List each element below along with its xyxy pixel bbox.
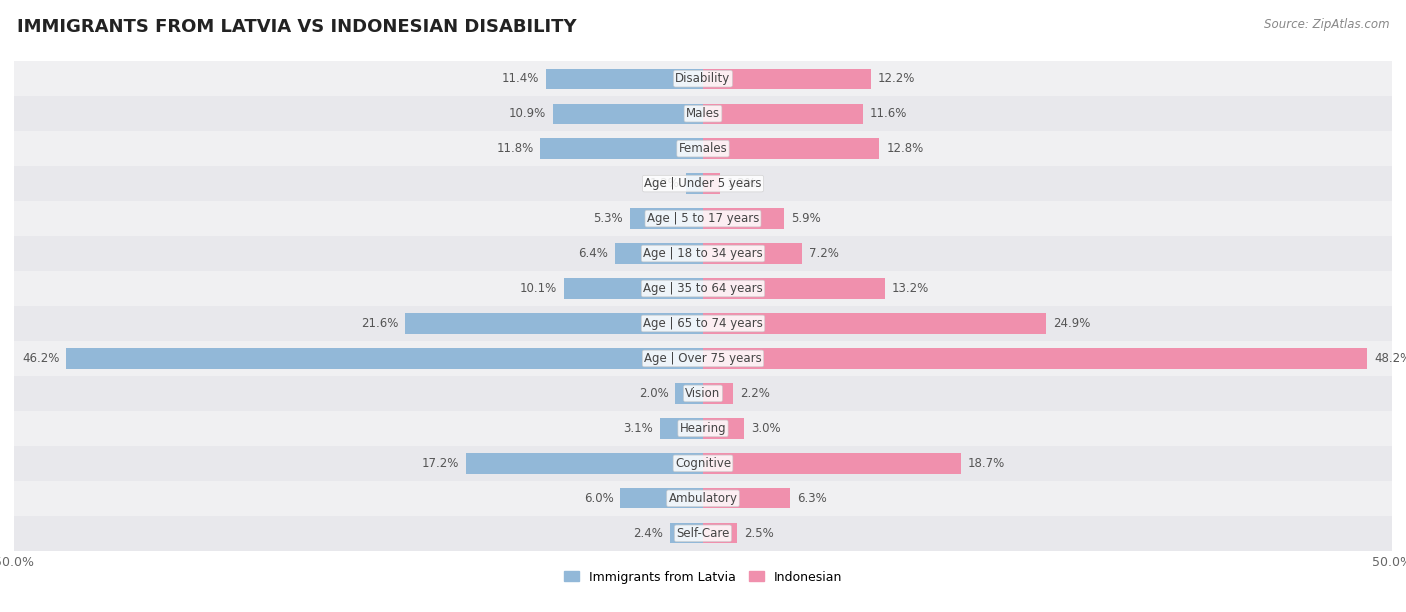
Bar <box>703 69 872 89</box>
Text: 46.2%: 46.2% <box>22 352 59 365</box>
Bar <box>703 173 720 194</box>
Text: 10.1%: 10.1% <box>520 282 557 295</box>
Bar <box>703 488 790 509</box>
Text: 2.5%: 2.5% <box>744 527 775 540</box>
Bar <box>669 523 703 543</box>
Bar <box>564 278 703 299</box>
Text: Vision: Vision <box>685 387 721 400</box>
Bar <box>14 131 1392 166</box>
Text: Age | Under 5 years: Age | Under 5 years <box>644 177 762 190</box>
Text: Self-Care: Self-Care <box>676 527 730 540</box>
Legend: Immigrants from Latvia, Indonesian: Immigrants from Latvia, Indonesian <box>560 565 846 589</box>
Bar <box>703 244 803 264</box>
Bar <box>703 348 1367 368</box>
Text: 1.2%: 1.2% <box>727 177 756 190</box>
Text: 11.8%: 11.8% <box>496 142 533 155</box>
Text: 2.4%: 2.4% <box>633 527 664 540</box>
Bar <box>630 209 703 229</box>
Text: 21.6%: 21.6% <box>361 317 398 330</box>
Text: 12.2%: 12.2% <box>877 72 915 85</box>
Bar <box>14 341 1392 376</box>
Bar <box>614 244 703 264</box>
Bar <box>465 453 703 474</box>
Text: 13.2%: 13.2% <box>891 282 929 295</box>
Text: 5.3%: 5.3% <box>593 212 623 225</box>
Bar <box>661 418 703 439</box>
Bar <box>14 236 1392 271</box>
Bar <box>14 446 1392 481</box>
Bar <box>14 201 1392 236</box>
Bar <box>686 173 703 194</box>
Text: Males: Males <box>686 107 720 120</box>
Bar <box>546 69 703 89</box>
Text: 18.7%: 18.7% <box>967 457 1005 470</box>
Text: 24.9%: 24.9% <box>1053 317 1091 330</box>
Text: Ambulatory: Ambulatory <box>668 492 738 505</box>
Text: 17.2%: 17.2% <box>422 457 460 470</box>
Text: 48.2%: 48.2% <box>1374 352 1406 365</box>
Bar <box>14 411 1392 446</box>
Bar <box>620 488 703 509</box>
Text: 5.9%: 5.9% <box>792 212 821 225</box>
Bar <box>703 103 863 124</box>
Text: 12.8%: 12.8% <box>886 142 924 155</box>
Bar <box>66 348 703 368</box>
Text: IMMIGRANTS FROM LATVIA VS INDONESIAN DISABILITY: IMMIGRANTS FROM LATVIA VS INDONESIAN DIS… <box>17 18 576 36</box>
Bar <box>703 313 1046 334</box>
Bar <box>540 138 703 159</box>
Text: 3.1%: 3.1% <box>624 422 654 435</box>
Bar <box>703 278 884 299</box>
Bar <box>703 523 738 543</box>
Text: 11.4%: 11.4% <box>502 72 538 85</box>
Text: Cognitive: Cognitive <box>675 457 731 470</box>
Text: 6.0%: 6.0% <box>583 492 613 505</box>
Text: Females: Females <box>679 142 727 155</box>
Bar <box>14 271 1392 306</box>
Text: 10.9%: 10.9% <box>509 107 546 120</box>
Bar <box>14 61 1392 96</box>
Bar <box>14 96 1392 131</box>
Text: 7.2%: 7.2% <box>808 247 839 260</box>
Text: Age | 35 to 64 years: Age | 35 to 64 years <box>643 282 763 295</box>
Bar <box>553 103 703 124</box>
Text: Age | Over 75 years: Age | Over 75 years <box>644 352 762 365</box>
Bar <box>14 481 1392 516</box>
Text: Source: ZipAtlas.com: Source: ZipAtlas.com <box>1264 18 1389 31</box>
Text: 2.2%: 2.2% <box>740 387 770 400</box>
Bar <box>703 209 785 229</box>
Text: 11.6%: 11.6% <box>870 107 907 120</box>
Bar <box>703 138 879 159</box>
Bar <box>703 383 734 403</box>
Bar <box>675 383 703 403</box>
Bar <box>703 418 744 439</box>
Text: Hearing: Hearing <box>679 422 727 435</box>
Bar <box>14 166 1392 201</box>
Bar <box>703 453 960 474</box>
Bar <box>14 376 1392 411</box>
Bar <box>14 516 1392 551</box>
Text: 2.0%: 2.0% <box>638 387 669 400</box>
Text: 3.0%: 3.0% <box>751 422 780 435</box>
Bar <box>405 313 703 334</box>
Text: Disability: Disability <box>675 72 731 85</box>
Text: 6.3%: 6.3% <box>797 492 827 505</box>
Bar <box>14 306 1392 341</box>
Text: 1.2%: 1.2% <box>650 177 679 190</box>
Text: 6.4%: 6.4% <box>578 247 607 260</box>
Text: Age | 5 to 17 years: Age | 5 to 17 years <box>647 212 759 225</box>
Text: Age | 65 to 74 years: Age | 65 to 74 years <box>643 317 763 330</box>
Text: Age | 18 to 34 years: Age | 18 to 34 years <box>643 247 763 260</box>
